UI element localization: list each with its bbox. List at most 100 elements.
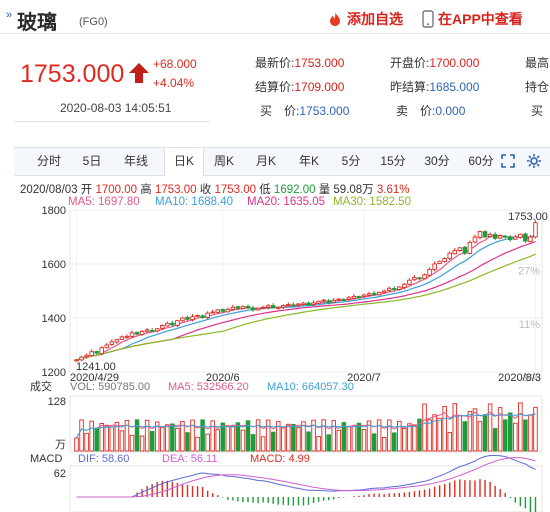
- volume-bar: [119, 430, 125, 452]
- tab-30min[interactable]: 30分: [424, 154, 450, 168]
- max-price-label: 1753.00: [508, 211, 548, 223]
- volume-bar: [296, 427, 301, 452]
- volume-axis-top: 128: [48, 396, 66, 408]
- volume-bar: [74, 437, 79, 452]
- candle-body: [104, 344, 110, 349]
- ma30-legend: MA30: 1582.50: [333, 196, 412, 208]
- volume-bar: [341, 422, 347, 452]
- volume-bar: [447, 431, 452, 452]
- volume-bar: [311, 419, 316, 452]
- volume-bar: [286, 423, 291, 452]
- app-view-button[interactable]: 在APP中查看: [422, 9, 523, 29]
- volume-bar: [502, 419, 508, 452]
- volume-bar: [477, 421, 483, 452]
- candle-body: [361, 294, 367, 297]
- candle-body: [427, 268, 432, 276]
- volume-bar: [437, 417, 442, 452]
- candle-body: [149, 329, 155, 332]
- volume-bar: [392, 432, 397, 452]
- volume-bar: [114, 421, 120, 452]
- volume-bar: [276, 421, 281, 452]
- volume-bar: [528, 414, 533, 452]
- volume-bar: [513, 422, 518, 452]
- candle-body: [245, 305, 251, 309]
- volume-bar: [331, 420, 336, 452]
- tab-year-line[interactable]: 年线: [123, 154, 148, 168]
- tab-5min[interactable]: 5分: [341, 154, 361, 168]
- macd-dea: DEA: 56.11: [162, 453, 217, 465]
- volume-bar: [109, 426, 115, 452]
- volume-bar: [452, 403, 458, 452]
- volume-bar: [301, 421, 306, 452]
- volume-bar: [270, 431, 276, 452]
- change-percent: +4.04%: [153, 76, 195, 90]
- app-view-label: 在APP中查看: [438, 11, 523, 27]
- candle-body: [321, 299, 326, 302]
- volume-bar: [432, 414, 437, 452]
- candle-body: [351, 295, 357, 299]
- volume-bar: [533, 406, 538, 452]
- candle-body: [170, 322, 175, 326]
- tab-weekly-k[interactable]: 周K: [213, 154, 234, 168]
- candle-body: [528, 236, 533, 243]
- volume-bar: [129, 434, 135, 452]
- volume-bar: [366, 420, 372, 452]
- tab-5day[interactable]: 5日: [82, 154, 102, 168]
- volume-bar: [523, 419, 528, 452]
- tab-intraday[interactable]: 分时: [36, 154, 61, 168]
- change-value: +68.000: [153, 57, 197, 71]
- macd-title: MACD: [30, 453, 62, 465]
- volume-bar: [412, 424, 417, 452]
- candle-body: [331, 300, 336, 303]
- price-axis: 1800 1600 1400 1200: [42, 205, 66, 379]
- volume-bar: [462, 421, 468, 452]
- tab-daily-k[interactable]: 日K: [164, 148, 204, 176]
- tab-15min[interactable]: 15分: [380, 154, 406, 168]
- candle-body: [306, 302, 311, 306]
- product-mark-icon: »: [6, 9, 13, 21]
- tab-yearly-k[interactable]: 年K: [298, 154, 319, 168]
- tab-monthly-k[interactable]: 月K: [255, 154, 276, 168]
- volume-bar: [104, 424, 110, 452]
- stat-bid-volume: 买: [531, 104, 544, 118]
- volume-bar: [144, 419, 150, 452]
- volume-bar: [215, 429, 220, 452]
- current-price: 1753.000: [20, 60, 125, 88]
- fullscreen-icon[interactable]: [500, 153, 516, 169]
- candle-body: [165, 322, 170, 327]
- candle-body: [497, 235, 503, 239]
- volume-bar: [361, 428, 367, 452]
- settings-icon[interactable]: [526, 153, 542, 169]
- candle-body: [250, 307, 256, 311]
- product-code: (FG0): [79, 16, 108, 28]
- ma10-line: [76, 235, 536, 361]
- volume-bar: [336, 429, 342, 452]
- volume-bar: [487, 403, 493, 452]
- volume-bar: [200, 419, 205, 452]
- candle-body: [286, 304, 291, 306]
- candle-body: [513, 236, 518, 240]
- price-change: +68.000 +4.04%: [153, 55, 197, 93]
- dif-line: [76, 455, 536, 498]
- macd-dif: DIF: 58.60: [78, 453, 129, 465]
- candle-body: [386, 287, 392, 291]
- volume-bar: [427, 419, 432, 452]
- pct-tick-label: -5%: [520, 373, 540, 385]
- candle-body: [518, 233, 523, 238]
- volume-bar: [265, 419, 271, 452]
- candle-body: [124, 335, 130, 338]
- add-favorite-button[interactable]: 添加自选: [327, 9, 403, 29]
- candle-body: [89, 351, 94, 356]
- ma20-legend: MA20: 1635.05: [247, 196, 326, 208]
- percent-axis: 27% 11% -5%: [518, 265, 540, 384]
- volume-plot-area: [69, 395, 543, 453]
- volume-bar: [497, 407, 503, 452]
- volume-bar: [346, 425, 352, 452]
- volume-unit: 万: [55, 439, 66, 451]
- volume-bar: [235, 422, 241, 452]
- candle-body: [533, 222, 538, 238]
- tab-60min[interactable]: 60分: [468, 154, 494, 168]
- volume-bar: [149, 431, 155, 452]
- volume-bar: [472, 408, 478, 452]
